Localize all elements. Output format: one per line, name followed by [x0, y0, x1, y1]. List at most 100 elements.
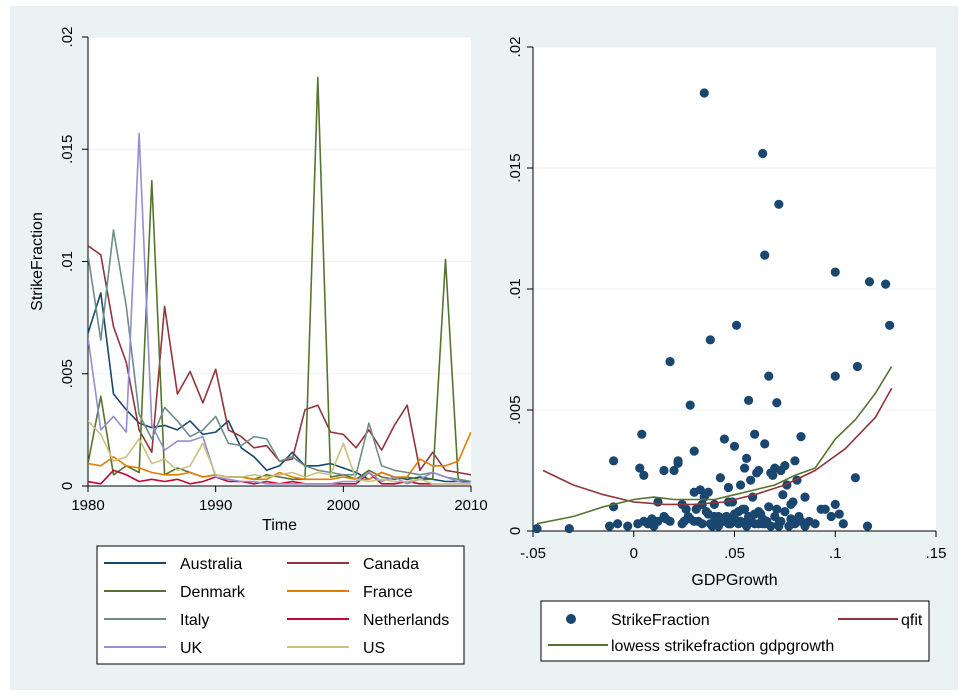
data-point	[774, 521, 784, 531]
legend	[540, 600, 930, 662]
data-point	[862, 521, 873, 531]
x-tick-label: .05	[724, 545, 745, 562]
legend-label: Canada	[363, 556, 419, 573]
data-point	[715, 473, 725, 483]
y-tick-label: 0	[507, 527, 524, 535]
x-tick-label: 2010	[454, 497, 487, 514]
data-point	[739, 463, 750, 473]
data-point	[838, 519, 848, 529]
y-tick-label: 0	[59, 482, 76, 490]
legend-label: Italy	[180, 612, 209, 629]
data-point	[760, 250, 770, 260]
data-point	[772, 504, 782, 514]
y-tick-label: .015	[507, 153, 524, 182]
data-point	[723, 482, 734, 493]
data-point	[737, 504, 748, 514]
data-point	[834, 509, 844, 519]
legend-label: France	[363, 584, 413, 601]
legend-key	[566, 614, 576, 624]
data-point	[758, 519, 768, 529]
legend-label: qfit	[901, 612, 923, 629]
data-point	[691, 504, 701, 514]
data-point	[850, 473, 861, 483]
data-point	[699, 88, 709, 98]
data-point	[788, 497, 798, 507]
panel-2	[527, 46, 937, 662]
data-point	[659, 465, 669, 476]
y-axis-title: StrikeFraction	[29, 212, 46, 311]
legend-label: lowess strikefraction gdpgrowth	[611, 638, 834, 655]
legend-box	[96, 545, 465, 665]
data-point	[532, 523, 542, 534]
data-point	[705, 335, 715, 345]
data-point	[729, 441, 740, 451]
data-point	[685, 400, 695, 410]
x-tick-label: .1	[829, 545, 842, 562]
y-tick-label: .02	[59, 27, 76, 48]
data-point	[790, 456, 800, 466]
x-tick-label: 2000	[327, 497, 360, 514]
data-point	[564, 523, 574, 534]
data-point	[830, 371, 840, 381]
data-point	[735, 480, 746, 490]
legend-label: UK	[180, 640, 203, 657]
data-point	[864, 277, 875, 287]
series-qfit	[542, 387, 893, 506]
data-point	[746, 475, 756, 485]
data-point	[647, 514, 657, 524]
data-point	[764, 502, 774, 512]
data-point	[665, 516, 675, 526]
x-axis-title: GDPGrowth	[691, 572, 777, 589]
data-point	[741, 453, 752, 463]
data-point	[723, 519, 734, 529]
data-point	[780, 507, 790, 517]
data-point	[820, 504, 830, 514]
data-point	[711, 516, 721, 526]
data-point	[639, 470, 649, 480]
data-point	[810, 519, 820, 529]
data-point	[741, 521, 752, 531]
y-tick-label: .005	[507, 395, 524, 424]
x-axis-title: Time	[262, 517, 297, 534]
legend-label: Netherlands	[363, 612, 449, 629]
y-tick-label: .01	[59, 251, 76, 272]
data-point	[830, 267, 840, 277]
data-point	[689, 446, 699, 456]
panel-1	[82, 36, 472, 665]
data-point	[744, 395, 754, 405]
series-us	[88, 420, 471, 485]
series-australia	[88, 292, 471, 483]
data-point	[881, 279, 891, 289]
data-point	[701, 507, 711, 517]
data-point	[609, 456, 619, 466]
data-point	[800, 492, 810, 502]
data-point	[689, 516, 699, 526]
legend-label: StrikeFraction	[611, 612, 710, 629]
legend-box	[540, 600, 930, 662]
data-point	[776, 465, 786, 476]
data-point	[673, 456, 683, 466]
data-point	[826, 511, 836, 522]
data-point	[697, 519, 707, 529]
x-tick-label: 0	[630, 545, 638, 562]
data-point	[752, 468, 762, 478]
data-point	[744, 511, 754, 522]
data-point	[772, 398, 782, 408]
y-tick-label: .02	[507, 37, 524, 58]
data-point	[604, 521, 615, 531]
data-point	[750, 429, 760, 439]
series-lowess-strikefraction-gdpgrowth	[536, 365, 893, 525]
data-point	[774, 199, 784, 209]
data-point	[637, 429, 647, 439]
x-tick-label: .15	[926, 545, 947, 562]
data-point	[830, 499, 840, 509]
legend	[96, 545, 465, 665]
data-point	[669, 465, 679, 476]
series-france	[88, 431, 471, 481]
x-tick-label: 1990	[199, 497, 232, 514]
data-point	[635, 463, 645, 473]
series-uk	[88, 132, 471, 485]
data-point	[633, 519, 643, 529]
data-point	[778, 490, 788, 500]
